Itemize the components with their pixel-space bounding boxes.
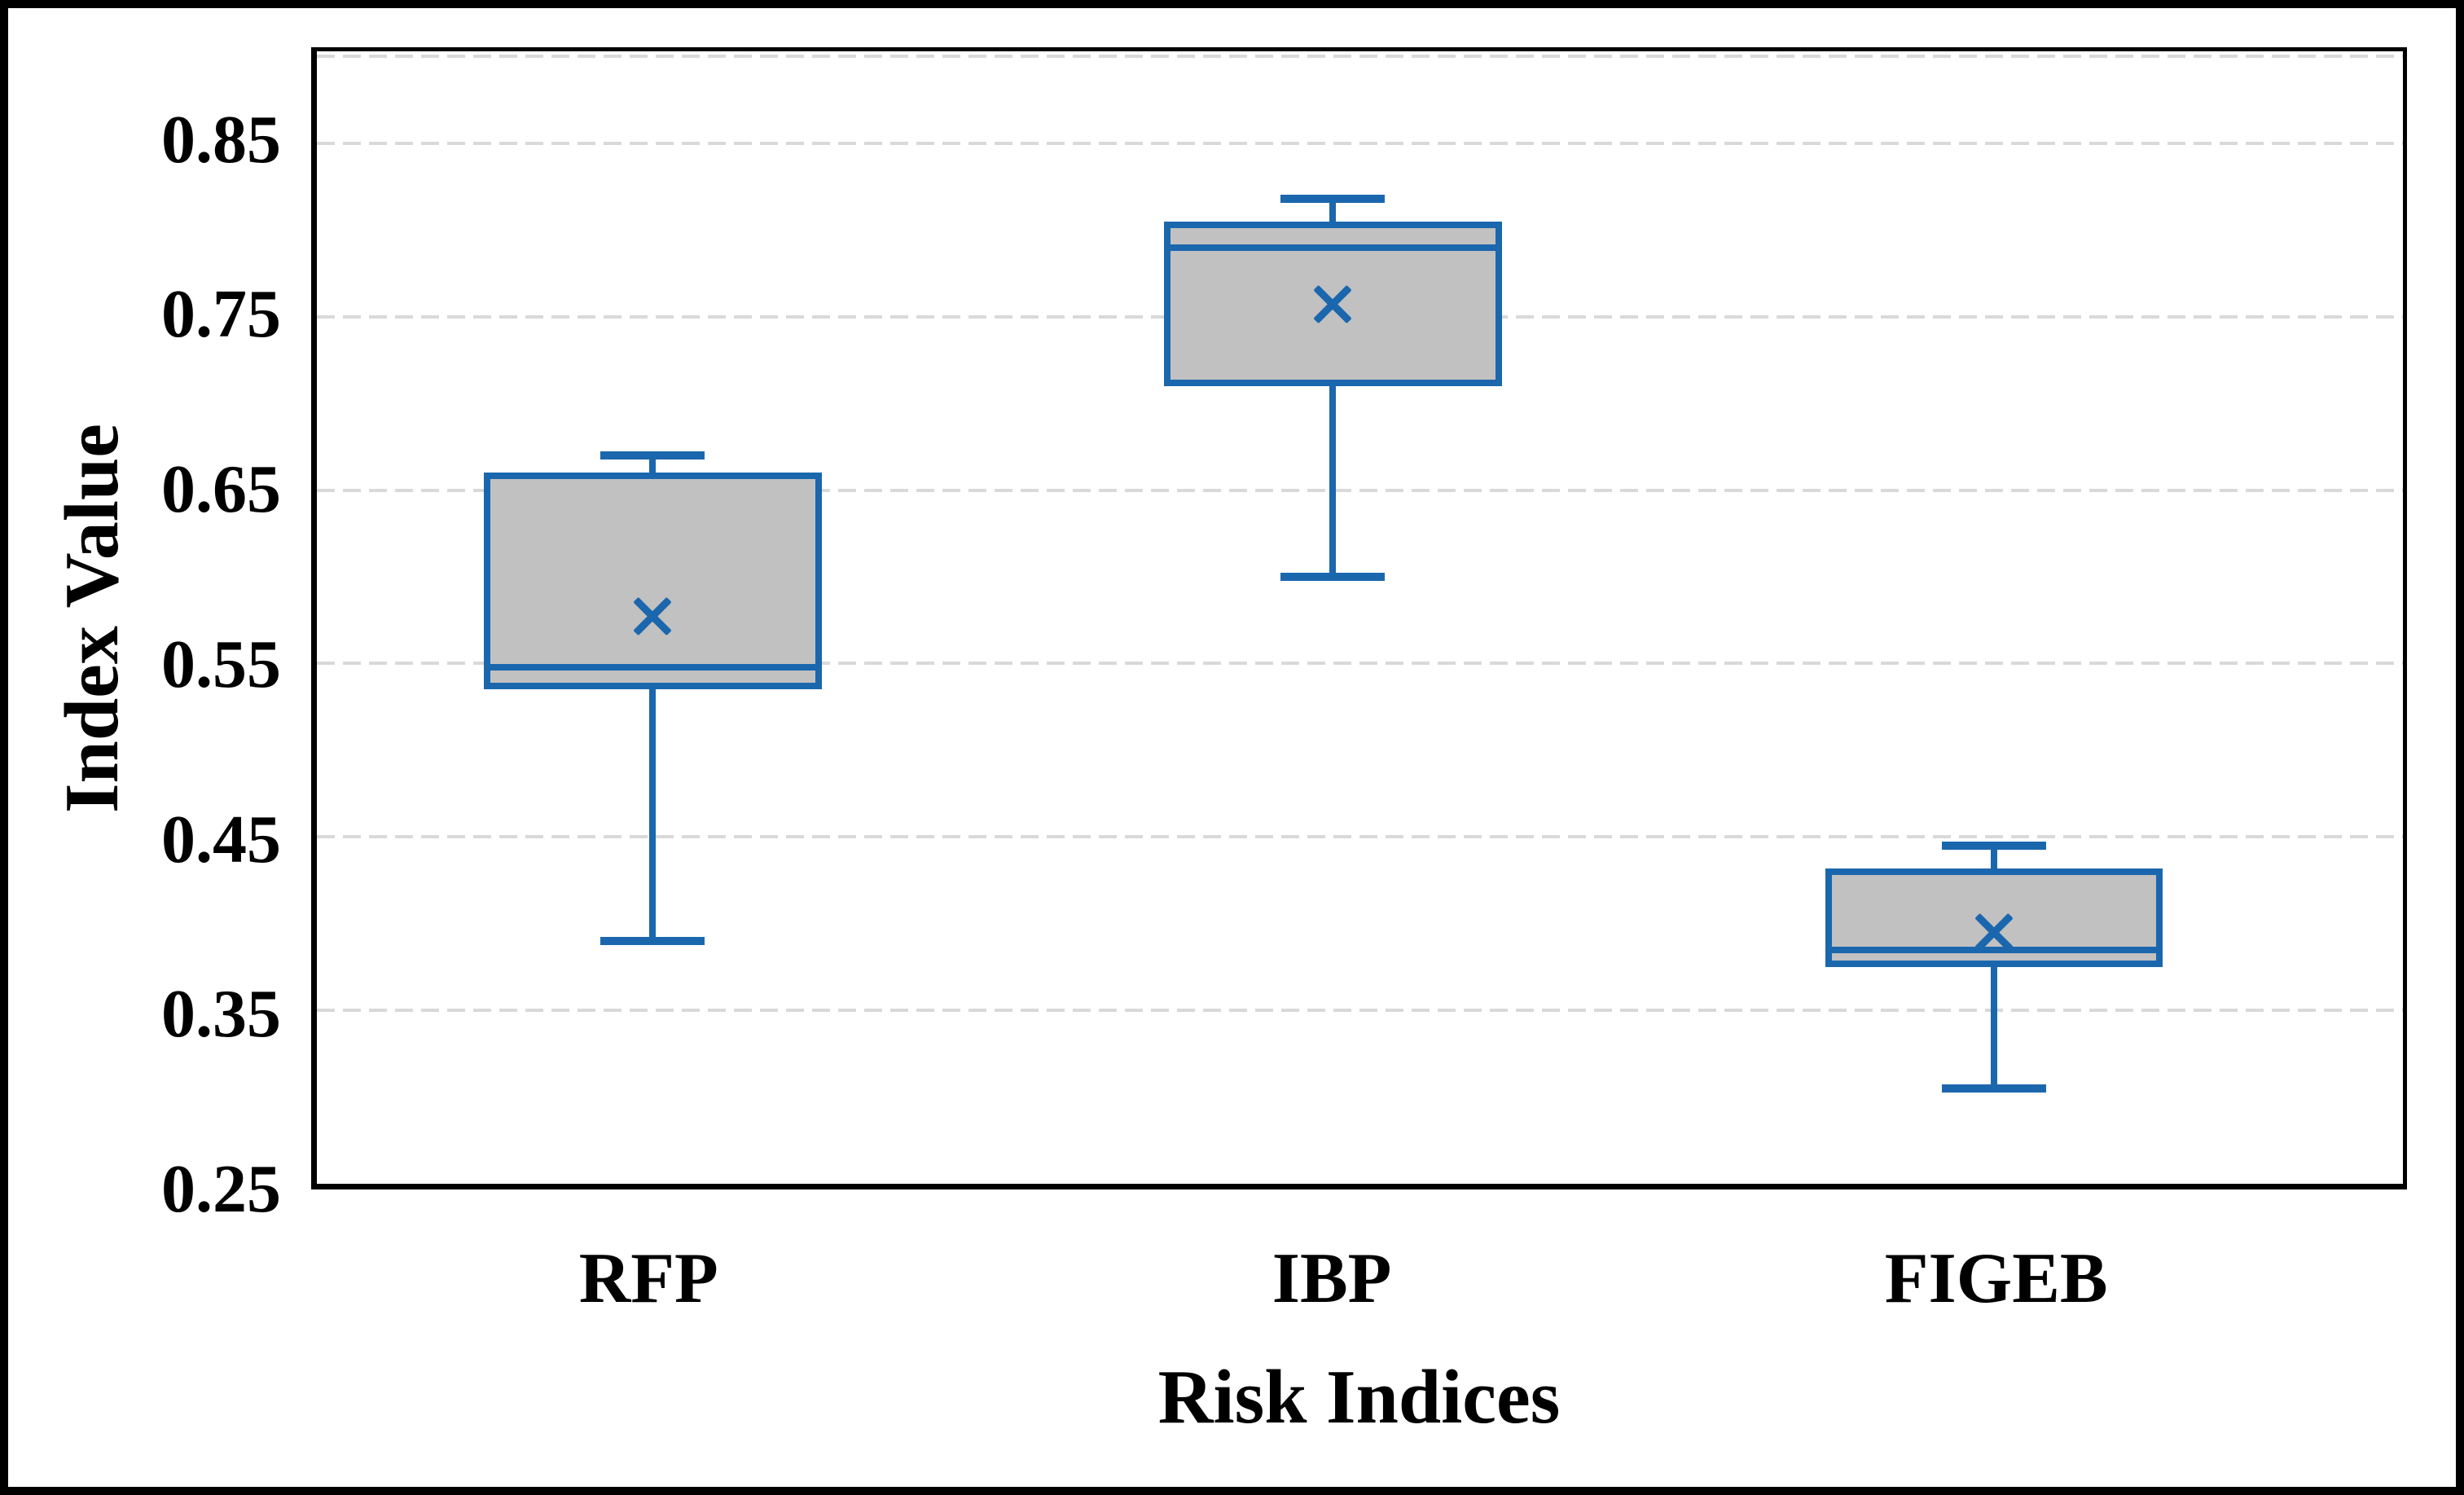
median-line-rfp: [483, 663, 822, 671]
gridline: [317, 55, 2403, 59]
y-axis-tick-labels: 0.85 0.75 0.65 0.55 0.45 0.35 0.25: [8, 47, 281, 1223]
whisker-cap-high-rfp: [600, 451, 705, 459]
x-category-label-rfp: RFP: [578, 1239, 718, 1318]
gridline: [317, 488, 2403, 492]
whisker-cap-low-ibp: [1280, 572, 1386, 581]
x-axis-category-labels: RFP IBP FIGEB: [311, 1222, 2407, 1336]
x-category-label-figeb: FIGEB: [1884, 1239, 2108, 1318]
gridline: [317, 835, 2403, 839]
y-tick-label: 0.25: [161, 1151, 281, 1227]
y-tick-label: 0.55: [161, 626, 281, 702]
mean-x-marker-rfp: [629, 593, 676, 640]
median-line-figeb: [1825, 946, 2163, 953]
whisker-cap-low-figeb: [1942, 1084, 2047, 1093]
y-tick-label: 0.75: [161, 276, 281, 353]
whisker-stem-ibp: [1329, 198, 1337, 577]
median-line-ibp: [1163, 244, 1502, 251]
gridline: [317, 662, 2403, 666]
whisker-stem-rfp: [649, 455, 657, 941]
mean-x-marker-ibp: [1309, 281, 1356, 328]
whisker-cap-high-ibp: [1280, 194, 1386, 203]
x-axis-title: Risk Indices: [1157, 1355, 1561, 1440]
y-tick-label: 0.65: [161, 451, 281, 528]
gridline: [317, 141, 2403, 145]
y-tick-label: 0.45: [161, 801, 281, 877]
y-tick-label: 0.35: [161, 976, 281, 1053]
y-tick-label: 0.85: [161, 101, 281, 178]
plot-area: [311, 47, 2407, 1189]
whisker-stem-figeb: [1991, 845, 1998, 1088]
box-rfp: [483, 473, 822, 690]
x-category-label-ibp: IBP: [1272, 1239, 1392, 1318]
whisker-cap-high-figeb: [1942, 841, 2047, 850]
mean-x-marker-figeb: [1970, 908, 2018, 956]
gridline: [317, 1009, 2403, 1013]
whisker-cap-low-rfp: [600, 936, 705, 945]
